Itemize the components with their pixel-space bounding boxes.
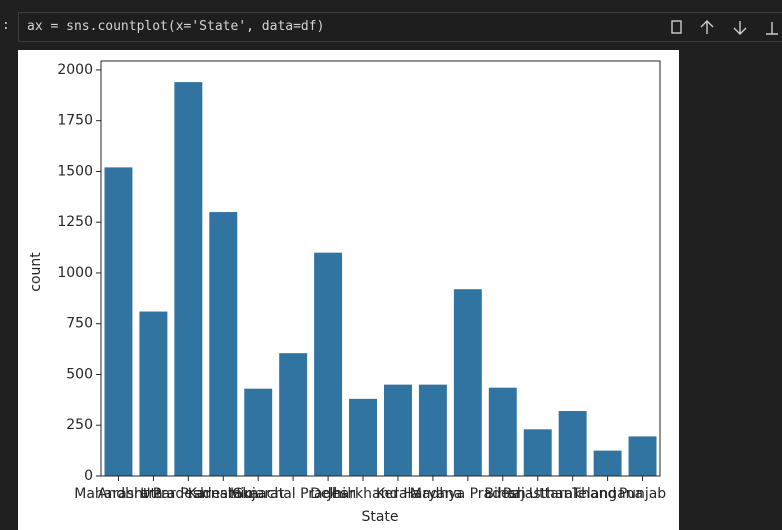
code: ax = sns.countplot(x='State', data=df) (27, 19, 325, 34)
bar (279, 353, 308, 476)
x-tick-label: Bihar (484, 486, 521, 502)
bar (593, 450, 622, 476)
x-axis-label: State (361, 509, 398, 525)
cell-prompt: : (2, 18, 10, 33)
x-tick-label: Uttar Pradesh (140, 486, 236, 502)
y-tick-label: 250 (66, 417, 93, 433)
bar (383, 384, 412, 476)
x-tick-label: Haryana (403, 486, 462, 502)
x-tick-label: Uttarakhand (529, 486, 616, 502)
y-tick-label: 750 (66, 316, 93, 332)
bar (558, 411, 587, 476)
insert-icon[interactable] (766, 22, 778, 35)
y-tick-label: 1500 (57, 163, 93, 179)
axes-frame (100, 60, 661, 477)
x-tick-label: Himachal Pradesh (230, 486, 356, 502)
bar (488, 387, 517, 476)
bar (104, 167, 133, 476)
x-tick-label: Madhya Pradesh (410, 486, 526, 502)
bar (349, 398, 378, 476)
copy-icon[interactable] (671, 20, 682, 34)
move-up-icon[interactable] (700, 20, 714, 34)
y-tick-label: 0 (84, 468, 93, 484)
cell-toolbar (671, 20, 778, 35)
x-tick-label: Kerala (376, 486, 420, 502)
x-tick-label: Andhra Pradesh (98, 486, 209, 502)
bar (314, 252, 343, 476)
bar (523, 429, 552, 476)
chart: State count 0 250 500 750 1000 1250 1500 1750 20… (18, 50, 679, 530)
bar (453, 289, 482, 476)
y-tick-label: 1750 (57, 113, 93, 129)
x-tick-label: Telangana (571, 486, 643, 502)
y-tick-label: 1250 (57, 214, 93, 230)
code-cell[interactable]: ax = sns.countplot(x='State', data=df) (18, 12, 782, 42)
x-tick-label: Punjab (619, 486, 666, 502)
x-tick-label: Jharkhand (327, 486, 399, 502)
x-tick-label: Delhi (310, 486, 346, 502)
x-tick-label: Karnataka (188, 486, 259, 502)
y-tick-label: 1000 (57, 265, 93, 281)
x-tick-label: Rajasthan (503, 486, 573, 502)
move-down-icon[interactable] (733, 21, 747, 35)
bar (174, 82, 203, 476)
y-tick-label: 2000 (57, 62, 93, 78)
bar (209, 212, 238, 476)
y-tick-label: 500 (66, 366, 93, 382)
bar (244, 388, 273, 476)
y-axis-label: count (28, 252, 44, 292)
bar (418, 384, 447, 476)
bar (139, 311, 168, 476)
bar (628, 436, 657, 476)
x-tick-label: Maharashtra (74, 486, 162, 502)
x-tick-label: Gujarat (232, 486, 285, 502)
